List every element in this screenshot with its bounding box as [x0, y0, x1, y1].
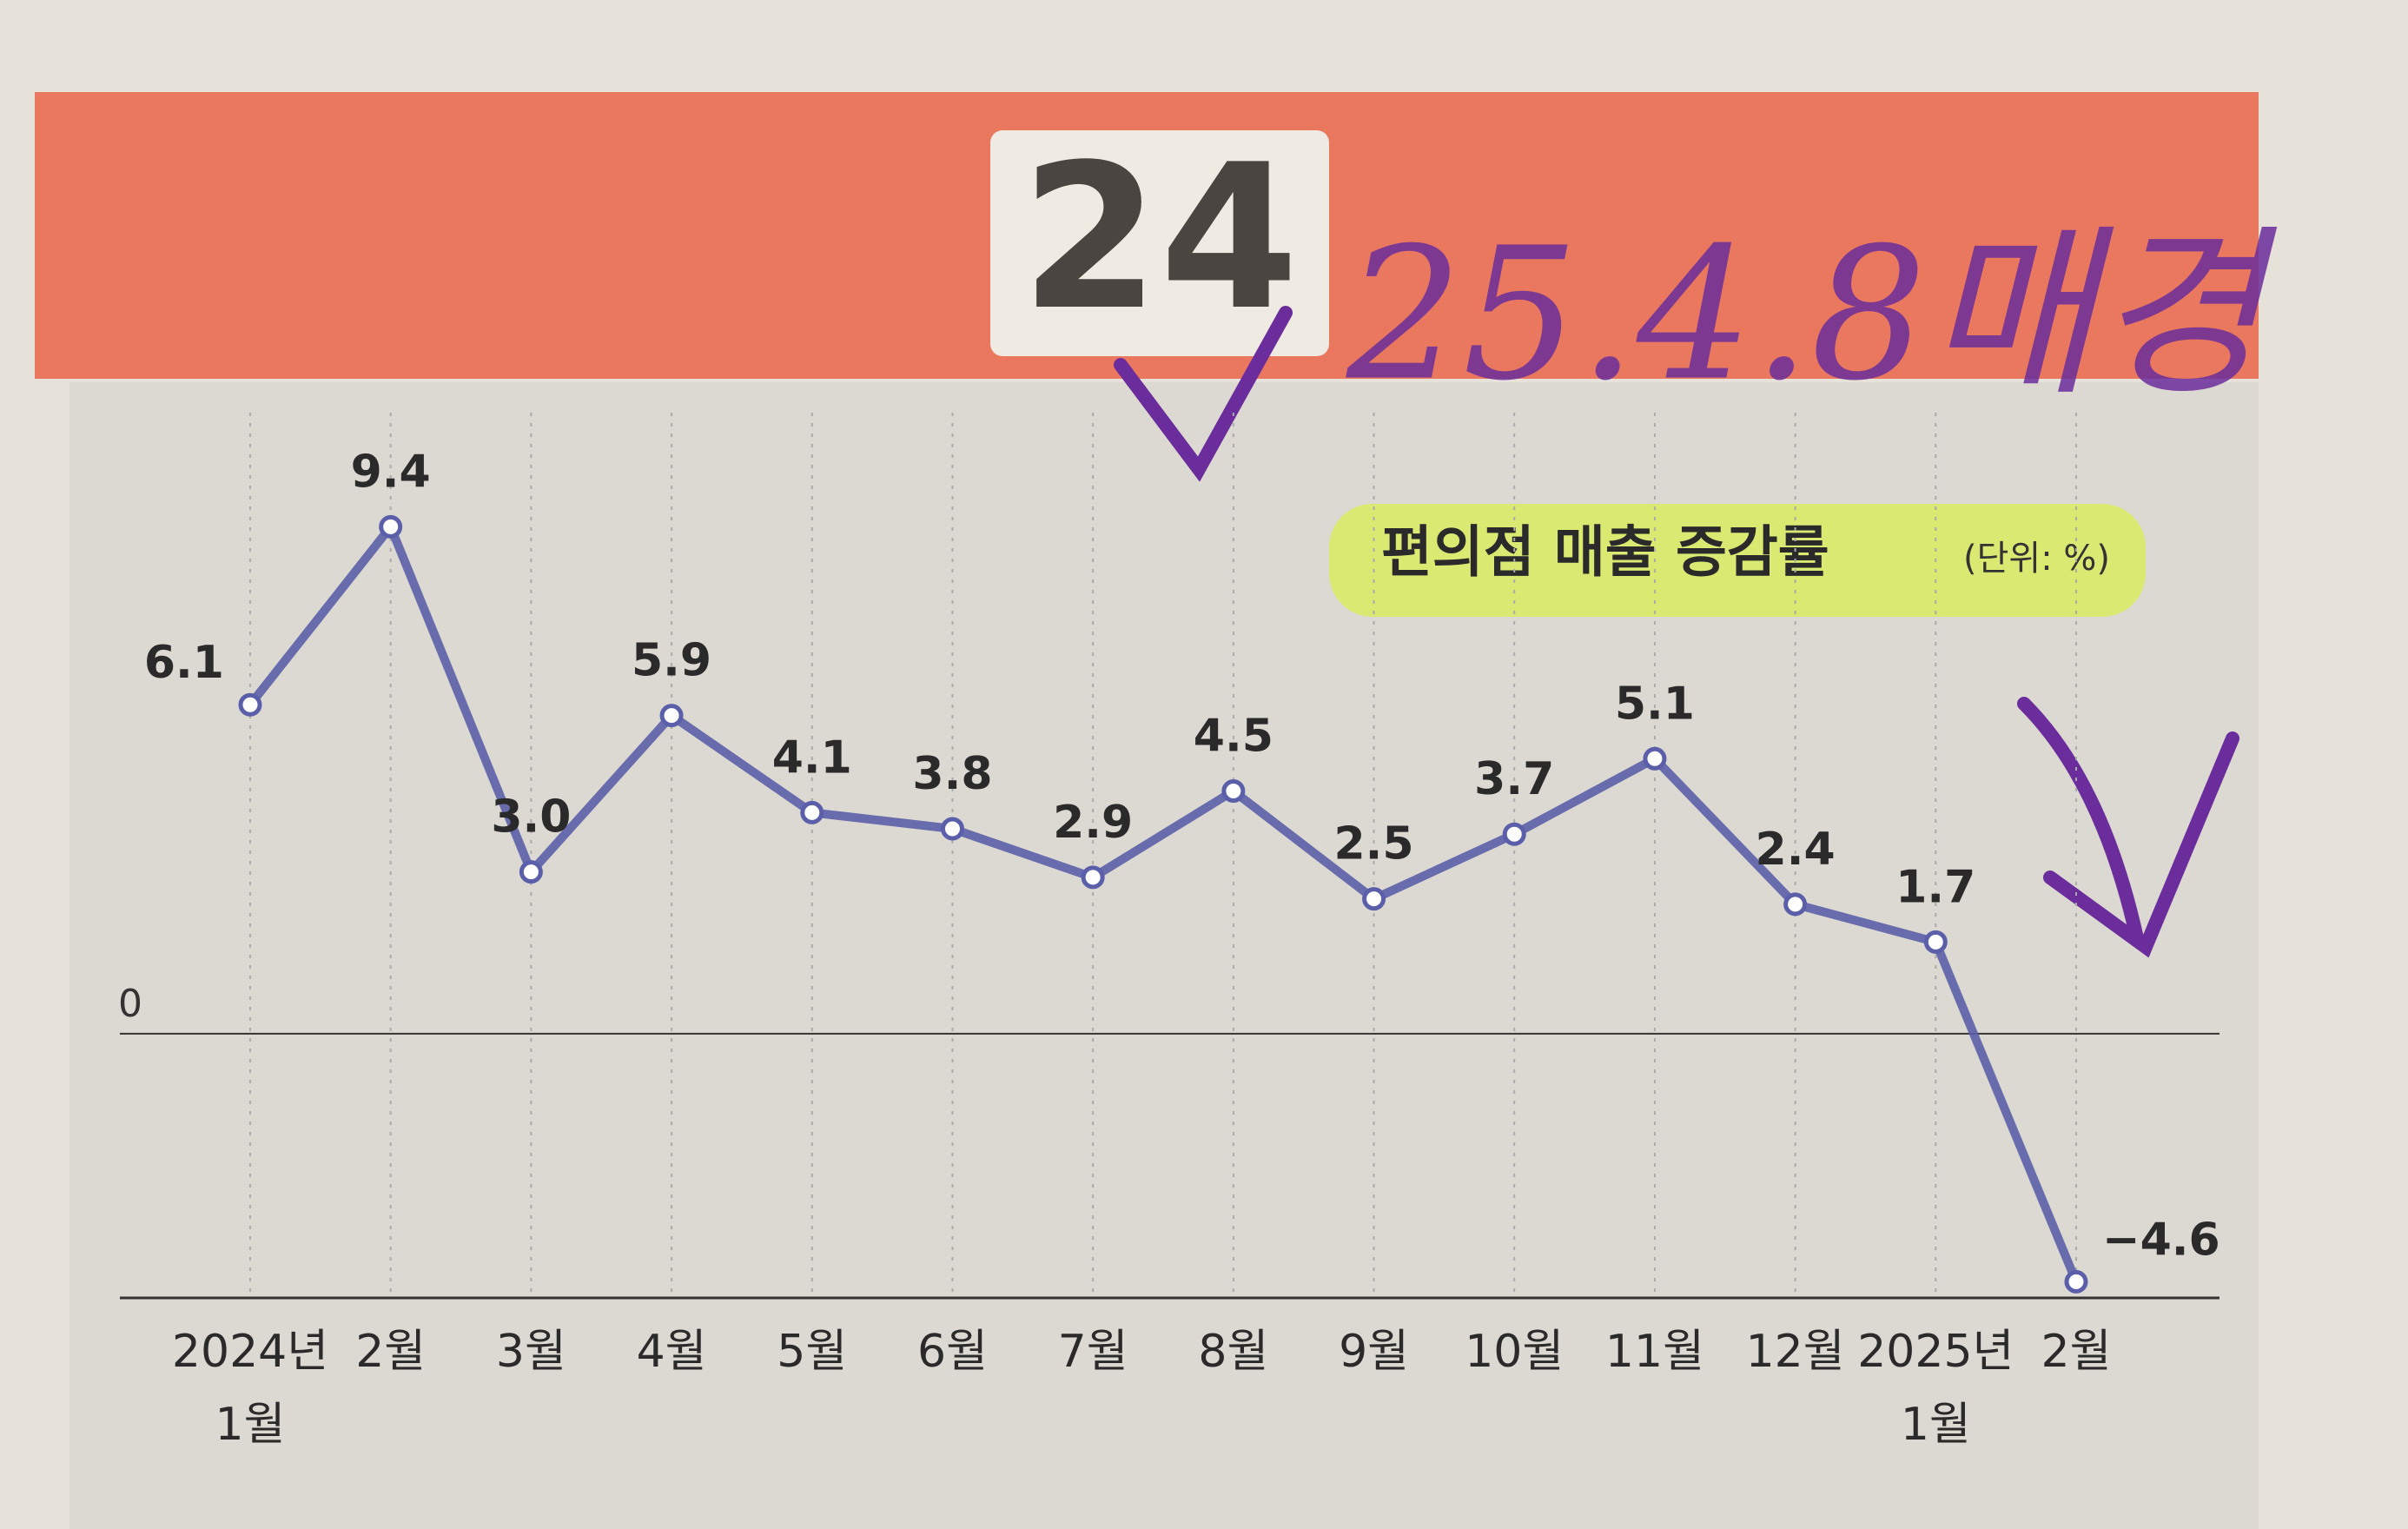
y-tick-label: 0 [118, 982, 142, 1026]
marker [238, 692, 262, 717]
data-label: 2.4 [1756, 824, 1836, 876]
marker [519, 860, 543, 884]
x-tick-label: 4월 [636, 1326, 707, 1378]
data-label: 3.8 [912, 748, 992, 800]
page-box [990, 130, 1329, 356]
x-tick-label: 8월 [1198, 1326, 1269, 1378]
page-label: 24 [1021, 122, 1299, 354]
data-label: 9.4 [351, 446, 431, 498]
x-tick-label: 12월 [1745, 1326, 1845, 1378]
marker [800, 800, 824, 824]
data-label: 5.9 [632, 635, 711, 687]
highlight [1329, 504, 2146, 617]
marker [1502, 822, 1526, 846]
data-label: 3.0 [491, 791, 571, 844]
line [247, 522, 2081, 1284]
data-label: 1.7 [1895, 861, 1975, 913]
data-label: 6.1 [144, 637, 224, 689]
marker [1923, 930, 1948, 954]
x-tick-label: 11월 [1604, 1326, 1704, 1378]
x-tick-label: 2024년 1월 [171, 1326, 329, 1451]
x-tick-label: 2월 [355, 1326, 427, 1378]
data-label: 4.5 [1194, 711, 1273, 763]
data-label: 2.9 [1053, 797, 1133, 849]
marker [1643, 746, 1667, 771]
marker [659, 704, 684, 728]
data-label: 4.1 [772, 731, 852, 784]
marker [1221, 779, 1246, 804]
marker [1081, 865, 1105, 890]
unit-label: (단위: %) [1963, 539, 2110, 579]
x-tick-label: 5월 [777, 1326, 848, 1378]
x-tick-label: 3월 [495, 1326, 566, 1378]
x-tick-label: 6월 [916, 1326, 988, 1378]
marker [2064, 1269, 2088, 1294]
check-mark [1114, 306, 1293, 482]
chart-title: 편의점 매출 증감률 [1381, 521, 1829, 586]
arrow-mark [2017, 697, 2239, 958]
data-label: −4.6 [2102, 1214, 2220, 1266]
handwritten-note: 25.4.8매경 [1346, 208, 2278, 421]
data-label: 3.7 [1474, 753, 1554, 805]
data-label: 5.1 [1615, 678, 1695, 730]
marker [1783, 892, 1808, 917]
x-tick-label: 2025년 1월 [1857, 1326, 2014, 1451]
x-tick-label: 9월 [1339, 1326, 1409, 1378]
x-tick-label: 10월 [1465, 1326, 1565, 1378]
x-tick-label: 2월 [2041, 1326, 2112, 1378]
x-tick-label: 7월 [1057, 1326, 1128, 1378]
marker [1362, 887, 1386, 911]
marker [379, 514, 403, 539]
data-label: 2.5 [1333, 818, 1413, 870]
marker [940, 817, 964, 841]
